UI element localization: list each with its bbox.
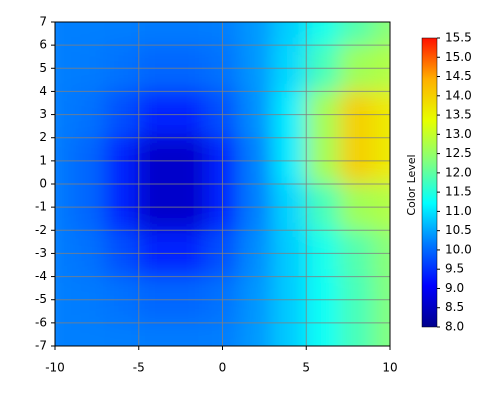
colorbar-tick-label: 12.0 xyxy=(445,165,472,179)
colorbar-tick-label: 14.5 xyxy=(445,69,472,83)
heat-cell xyxy=(272,322,307,346)
x-tick-label: 0 xyxy=(219,361,227,375)
colorbar-tick-label: 11.5 xyxy=(445,185,472,199)
heat-cell xyxy=(339,22,374,46)
x-tick-label: 5 xyxy=(302,361,310,375)
y-tick-label: -2 xyxy=(35,223,47,237)
heat-cell xyxy=(104,22,140,46)
heat-cell xyxy=(305,322,341,346)
heat-cell xyxy=(339,322,374,346)
colorbar-tick-label: 12.5 xyxy=(445,146,472,160)
colorbar-tick-label: 8.5 xyxy=(445,300,464,314)
heat-cell xyxy=(104,322,140,346)
y-tick-label: 2 xyxy=(39,130,47,144)
colorbar-label: Color Level xyxy=(405,154,418,215)
y-tick-label: -7 xyxy=(35,339,47,353)
colorbar-tick-label: 9.0 xyxy=(445,281,464,295)
y-tick-label: -3 xyxy=(35,246,47,260)
y-tick-label: -6 xyxy=(35,315,47,329)
colorbar-tick-label: 14.0 xyxy=(445,88,472,102)
heat-cell xyxy=(238,22,274,46)
colorbar-tick-label: 10.0 xyxy=(445,242,472,256)
heat-cell xyxy=(71,322,106,346)
y-tick-label: 7 xyxy=(39,15,47,29)
heat-cell xyxy=(138,22,173,46)
heat-cell xyxy=(171,322,207,346)
y-tick-label: -5 xyxy=(35,292,47,306)
colorbar-tick-label: 9.5 xyxy=(445,262,464,276)
colorbar-tick-label: 10.5 xyxy=(445,223,472,237)
heat-cell xyxy=(372,322,390,346)
heat-cell xyxy=(372,22,390,46)
colorbar xyxy=(421,37,438,328)
x-tick-label: -10 xyxy=(45,361,65,375)
colorbar-tick-label: 13.0 xyxy=(445,127,472,141)
colorbar-tick-label: 8.0 xyxy=(445,320,464,334)
heat-cell xyxy=(171,22,207,46)
heat-cell xyxy=(238,322,274,346)
heat-cell xyxy=(55,22,73,46)
y-tick-label: 1 xyxy=(39,153,47,167)
heat-cell xyxy=(55,322,73,346)
x-tick-label: -5 xyxy=(133,361,145,375)
colorbar-tick-label: 15.5 xyxy=(445,31,472,45)
heat-cell xyxy=(138,322,173,346)
y-tick-label: -4 xyxy=(35,269,47,283)
x-tick-label: 10 xyxy=(382,361,397,375)
y-tick-label: 4 xyxy=(39,84,47,98)
heat-cell xyxy=(272,22,307,46)
heat-cell xyxy=(305,22,341,46)
y-tick-label: -1 xyxy=(35,200,47,214)
colorbar-tick-label: 15.0 xyxy=(445,50,472,64)
colorbar-tick-label: 13.5 xyxy=(445,108,472,122)
heat-cell xyxy=(71,22,106,46)
colorbar-tick-label: 11.0 xyxy=(445,204,472,218)
axes: -10 -5 0 5 10-7-6-5-4-3-2-1012345678.08.59.0… xyxy=(35,15,472,375)
y-tick-label: 6 xyxy=(39,38,47,52)
y-tick-label: 0 xyxy=(39,177,47,191)
y-tick-label: 3 xyxy=(39,107,47,121)
y-tick-label: 5 xyxy=(39,61,47,75)
